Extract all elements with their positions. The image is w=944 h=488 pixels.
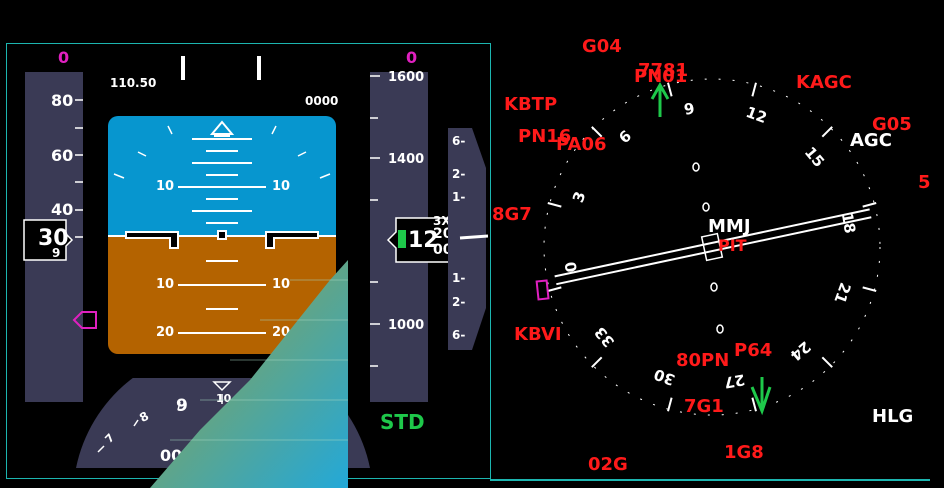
pfd-compass-label-9: 9 [176,396,188,416]
waypoint-hlg: HLG [872,406,914,427]
waypoint-1g8: 1G8 [724,442,764,463]
speed-top-flag: 0 [58,48,70,67]
fd-marker-left [181,56,185,80]
pfd-compass-label-10: 10 [216,392,232,405]
waypoint-kagc: KAGC [796,72,852,93]
pitch-label-20-left: 20 [156,325,175,340]
pitch-label-down-left: 10 [156,277,175,292]
vs-tick-bottom-2: 2- [452,295,466,309]
pitch-label-up-left: 10 [156,179,175,194]
altitude-tape-ticks [370,75,380,367]
pitch-label-down-right: 10 [272,277,291,292]
waypoint-80pn: 80PN [676,350,730,371]
speed-box-outline [23,219,74,261]
waypoint-p64: P64 [734,340,773,361]
waypoint-pn16: PN16 [518,126,572,147]
alt-tick-1400: 1400 [388,152,425,167]
waypoint-agc: AGC [850,130,892,151]
waypoint-8g7: 8G7 [492,204,532,225]
fd-marker-right [257,56,261,80]
waypoint-g05: G05 [872,114,912,135]
baro-mode: STD [380,410,425,434]
vs-tick-bottom-1: 1- [452,271,466,285]
waypoint-kbvi: KBVI [514,324,562,345]
heading-readout: 0000 [305,94,339,108]
altitude-roll-value: 20 [433,226,453,242]
altitude-roll-next: 00 [433,242,453,258]
speed-tick-60: 60 [51,146,74,165]
terrain-overlay-artifact [150,260,348,488]
rose-label-18: 18 [837,211,860,235]
alt-tick-1600: 1600 [388,70,425,85]
altitude-roll-prev: 3X [433,214,451,228]
waypoint-mmj: MMJ [708,216,751,237]
nav-frequency: 110.50 [110,76,157,90]
waypoint-7g1: 7G1 [684,396,724,417]
speed-bug [72,311,97,329]
attitude-indicator: 10 10 10 10 20 20 [108,116,336,354]
waypoint-5: 5 [918,172,931,193]
altitude-box-value: 12 [408,228,439,253]
speed-tape-ticks [75,99,83,238]
vs-tick-top-1: 1- [452,190,466,204]
alt-tick-1000: 1000 [388,318,425,333]
waypoint-g04: G04 [582,36,622,57]
speed-box-value: 30 [38,226,69,251]
speed-tick-80: 80 [51,91,74,110]
rose-label-27: 27 [722,370,747,392]
speed-box-sub: 9 [52,246,61,260]
vs-tick-bottom-6: 6- [452,328,466,342]
nd-compass-rose [535,78,881,416]
vs-tick-top-2: 2- [452,167,466,181]
vs-tick-top-6: 6- [452,134,466,148]
nd-bottom-line [490,479,930,481]
pitch-label-up-right: 10 [272,179,291,194]
speed-tick-40: 40 [51,200,74,219]
waypoint-pit: PIT [718,236,747,255]
bank-scale [113,120,331,249]
alt-top-flag: 0 [406,48,418,67]
waypoint-7781: 7781 [638,60,689,81]
waypoint-kbtp: KBTP [504,94,558,115]
waypoint-pn01: PN01 [634,66,688,87]
waypoint-pa06: PA06 [556,134,607,155]
waypoint-02g: 02G [588,454,628,475]
vertical-speed-scale [448,128,488,350]
